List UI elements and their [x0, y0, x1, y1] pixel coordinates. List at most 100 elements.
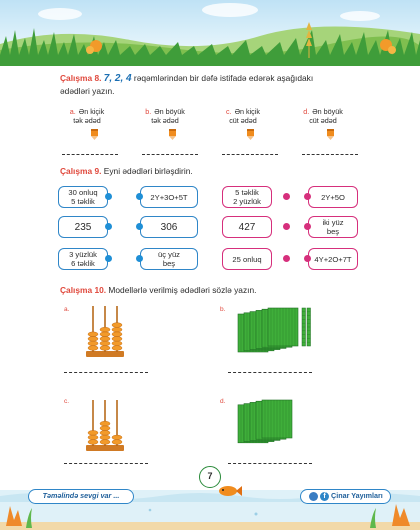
match-dot[interactable] [283, 223, 290, 230]
match-dot[interactable] [136, 193, 143, 200]
match-dot[interactable] [283, 193, 290, 200]
answer-line-10c[interactable] [64, 463, 148, 464]
match-box-text: 2Y+3O+5T [150, 192, 188, 202]
fish-icon [219, 486, 242, 496]
abacus-bead [99, 421, 111, 427]
match-box[interactable]: 427 [222, 216, 272, 238]
choice-letter: a. [69, 107, 76, 116]
exercise-8-title: Çalışma 8. 7, 2, 4 rəqəmlərindən bir dəf… [60, 72, 313, 97]
answer-line-b[interactable] [142, 154, 198, 155]
abacus-bead [99, 430, 111, 436]
match-box[interactable]: 25 onluq [222, 248, 272, 270]
match-box-text: 5 təklik 2 yüzlük [233, 188, 261, 206]
match-dot[interactable] [105, 193, 112, 200]
abacus-bead [111, 327, 123, 333]
answer-line-c[interactable] [222, 154, 278, 155]
match-box[interactable]: 5 təklik 2 yüzlük [222, 186, 272, 208]
exercise-10-title: Çalışma 10. Modellərlə verilmiş ədədləri… [60, 284, 256, 296]
footer-publisher[interactable]: f Çinar Yayımları [300, 489, 391, 504]
abacus-bead [111, 439, 123, 445]
abacus-bead [87, 345, 99, 351]
answer-line-d[interactable] [302, 154, 358, 155]
abacus-bead [111, 345, 123, 351]
match-box-text: iki yüz beş [322, 218, 344, 236]
abacus-bead [99, 425, 111, 431]
abacus-bead [99, 345, 111, 351]
figure-label-b: b. [220, 306, 226, 313]
abacus-bead [111, 331, 123, 337]
exercise-8-choice-d: d. Ən böyük cüt ədəd [288, 107, 358, 125]
match-dot[interactable] [283, 255, 290, 262]
choice-line2: tək ədəd [73, 116, 101, 125]
page-number: 7 [199, 466, 221, 488]
choice-letter: d. [303, 107, 310, 116]
match-dot[interactable] [105, 223, 112, 230]
facebook-icon[interactable]: f [320, 492, 329, 501]
exercise-8-choice-b: b. Ən böyük tək ədəd [130, 107, 200, 125]
pencil-icon [169, 129, 176, 140]
abacus-bead [87, 439, 99, 445]
exercise-8-number: Çalışma 8. [60, 73, 102, 83]
match-box-text: 30 onluq 5 təklik [68, 188, 98, 206]
abacus-bead [111, 434, 123, 440]
abacus-base [86, 445, 124, 451]
top-landscape-illustration [0, 0, 420, 66]
match-box-text: 235 [74, 221, 92, 233]
choice-letter: c. [226, 107, 232, 116]
match-box-text: 2Y+5O [321, 192, 345, 202]
instagram-icon[interactable] [309, 492, 318, 501]
choice-line1: Ən kiçik [78, 107, 105, 116]
exercise-9-number: Çalışma 9. [60, 166, 102, 176]
answer-line-a[interactable] [62, 154, 118, 155]
match-box[interactable]: 30 onluq 5 təklik [58, 186, 108, 208]
publisher-name: Çinar Yayımları [331, 491, 383, 500]
base-ten-blocks-model-b [237, 307, 311, 353]
abacus-base [86, 351, 124, 357]
match-dot[interactable] [105, 255, 112, 262]
exercise-9-instruction: Eyni ədədləri birləşdirin. [103, 166, 193, 176]
match-dot[interactable] [136, 223, 143, 230]
abacus-bead [87, 430, 99, 436]
exercise-8-choice-a: a. Ən kiçik tək ədəd [52, 107, 122, 125]
match-box-text: 306 [160, 221, 178, 233]
abacus-rod [92, 400, 94, 446]
match-box-text: 427 [238, 221, 256, 233]
base-ten-blocks-model-d [237, 399, 293, 444]
abacus-bead [99, 331, 111, 337]
exercise-9-title: Çalışma 9. Eyni ədədləri birləşdirin. [60, 165, 193, 177]
match-box[interactable]: 2Y+5O [308, 186, 358, 208]
answer-line-10b[interactable] [228, 372, 312, 373]
abacus-model-a [86, 306, 124, 357]
answer-line-10a[interactable] [64, 372, 148, 373]
abacus-bead [99, 336, 111, 342]
exercise-10-number: Çalışma 10. [60, 285, 107, 295]
choice-line1: Ən böyük [154, 107, 185, 116]
match-box[interactable]: 4Y+2O+7T [308, 248, 358, 270]
abacus-bead [87, 340, 99, 346]
abacus-bead [99, 434, 111, 440]
exercise-8-digits: 7, 2, 4 [103, 73, 132, 84]
answer-line-10d[interactable] [228, 463, 312, 464]
exercise-8-instruction: rəqəmlərindən bir dəfə istifadə edərək a… [133, 73, 314, 83]
match-box[interactable]: 235 [58, 216, 108, 238]
choice-line1: Ən kiçik [234, 107, 260, 116]
pencil-icon [91, 129, 98, 140]
abacus-bead [87, 434, 99, 440]
match-dot[interactable] [304, 223, 311, 230]
match-box[interactable]: üç yüz beş [140, 248, 198, 270]
match-box[interactable]: 306 [140, 216, 198, 238]
match-dot[interactable] [136, 255, 143, 262]
footer-slogan: Təməlində sevgi var ... [28, 489, 134, 504]
abacus-bead [111, 336, 123, 342]
match-dot[interactable] [304, 193, 311, 200]
abacus-rod [116, 400, 118, 446]
figure-label-a: a. [64, 306, 70, 313]
match-box[interactable]: 3 yüzlük 6 təklik [58, 248, 108, 270]
match-box[interactable]: 2Y+3O+5T [140, 186, 198, 208]
match-box[interactable]: iki yüz beş [308, 216, 358, 238]
choice-line1: Ən böyük [312, 107, 343, 116]
abacus-bead [111, 340, 123, 346]
pencil-icon [247, 129, 254, 140]
match-dot[interactable] [304, 255, 311, 262]
exercise-8-choice-c: c. Ən kiçik cüt ədəd [208, 107, 278, 125]
